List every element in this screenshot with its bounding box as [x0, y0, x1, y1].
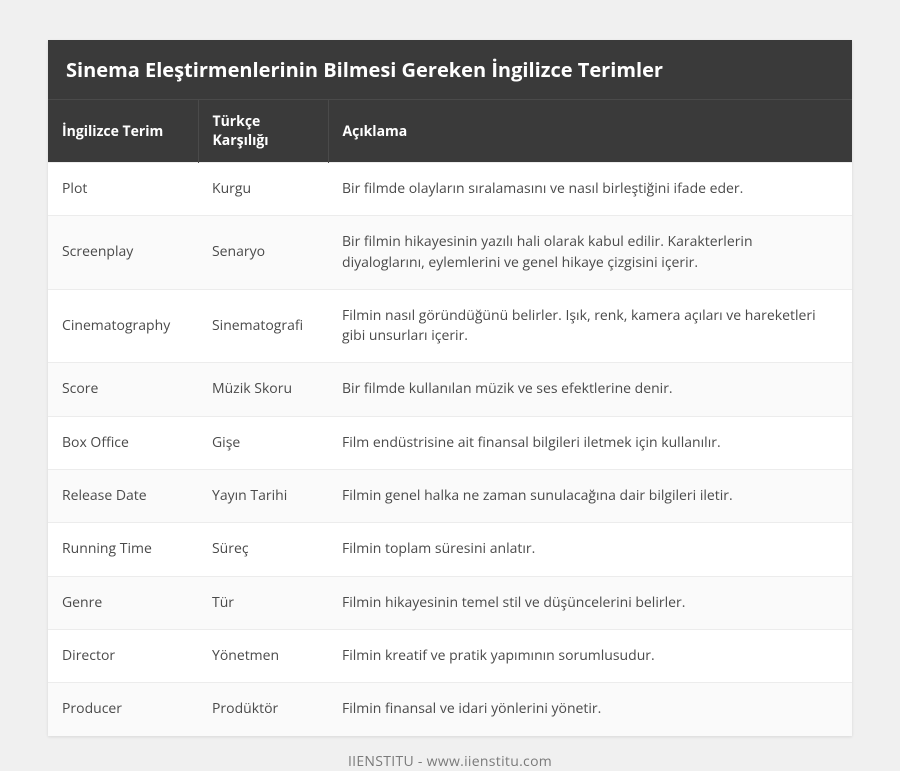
table-row: Genre Tür Filmin hikayesinin temel stil … [48, 576, 852, 629]
cell-english: Producer [48, 683, 198, 736]
cell-english: Cinematography [48, 289, 198, 363]
header-row: İngilizce Terim Türkçe Karşılığı Açıklam… [48, 100, 852, 163]
cell-turkish: Kurgu [198, 163, 328, 216]
cell-description: Bir filmde olayların sıralamasını ve nas… [328, 163, 852, 216]
cell-english: Screenplay [48, 216, 198, 290]
cell-english: Genre [48, 576, 198, 629]
table-row: Screenplay Senaryo Bir filmin hikayesini… [48, 216, 852, 290]
table-row: Score Müzik Skoru Bir filmde kullanılan … [48, 363, 852, 416]
table-row: Cinematography Sinematografi Filmin nası… [48, 289, 852, 363]
table-row: Director Yönetmen Filmin kreatif ve prat… [48, 629, 852, 682]
footer-text: IIENSTITU - www.iienstitu.com [48, 736, 852, 771]
table-row: Producer Prodüktör Filmin finansal ve id… [48, 683, 852, 736]
table-row: Plot Kurgu Bir filmde olayların sıralama… [48, 163, 852, 216]
cell-description: Filmin nasıl göründüğünü belirler. Işık,… [328, 289, 852, 363]
terms-card: Sinema Eleştirmenlerinin Bilmesi Gereken… [48, 40, 852, 736]
cell-description: Filmin genel halka ne zaman sunulacağına… [328, 470, 852, 523]
cell-english: Running Time [48, 523, 198, 576]
column-header-english: İngilizce Terim [48, 100, 198, 163]
cell-turkish: Müzik Skoru [198, 363, 328, 416]
column-header-description: Açıklama [328, 100, 852, 163]
cell-description: Filmin hikayesinin temel stil ve düşünce… [328, 576, 852, 629]
cell-turkish: Tür [198, 576, 328, 629]
cell-description: Filmin kreatif ve pratik yapımının sorum… [328, 629, 852, 682]
column-header-turkish: Türkçe Karşılığı [198, 100, 328, 163]
cell-description: Filmin finansal ve idari yönlerini yönet… [328, 683, 852, 736]
terms-table: İngilizce Terim Türkçe Karşılığı Açıklam… [48, 99, 852, 736]
table-row: Release Date Yayın Tarihi Filmin genel h… [48, 470, 852, 523]
table-row: Running Time Süreç Filmin toplam süresin… [48, 523, 852, 576]
table-body: Plot Kurgu Bir filmde olayların sıralama… [48, 163, 852, 736]
cell-turkish: Sinematografi [198, 289, 328, 363]
cell-turkish: Senaryo [198, 216, 328, 290]
cell-turkish: Yayın Tarihi [198, 470, 328, 523]
cell-turkish: Yönetmen [198, 629, 328, 682]
cell-english: Director [48, 629, 198, 682]
cell-description: Bir filmde kullanılan müzik ve ses efekt… [328, 363, 852, 416]
cell-english: Release Date [48, 470, 198, 523]
table-header: İngilizce Terim Türkçe Karşılığı Açıklam… [48, 100, 852, 163]
cell-turkish: Gişe [198, 416, 328, 469]
cell-description: Bir filmin hikayesinin yazılı hali olara… [328, 216, 852, 290]
cell-description: Film endüstrisine ait finansal bilgileri… [328, 416, 852, 469]
table-row: Box Office Gişe Film endüstrisine ait fi… [48, 416, 852, 469]
cell-english: Plot [48, 163, 198, 216]
cell-english: Box Office [48, 416, 198, 469]
cell-description: Filmin toplam süresini anlatır. [328, 523, 852, 576]
cell-turkish: Prodüktör [198, 683, 328, 736]
cell-turkish: Süreç [198, 523, 328, 576]
card-title: Sinema Eleştirmenlerinin Bilmesi Gereken… [48, 40, 852, 99]
cell-english: Score [48, 363, 198, 416]
